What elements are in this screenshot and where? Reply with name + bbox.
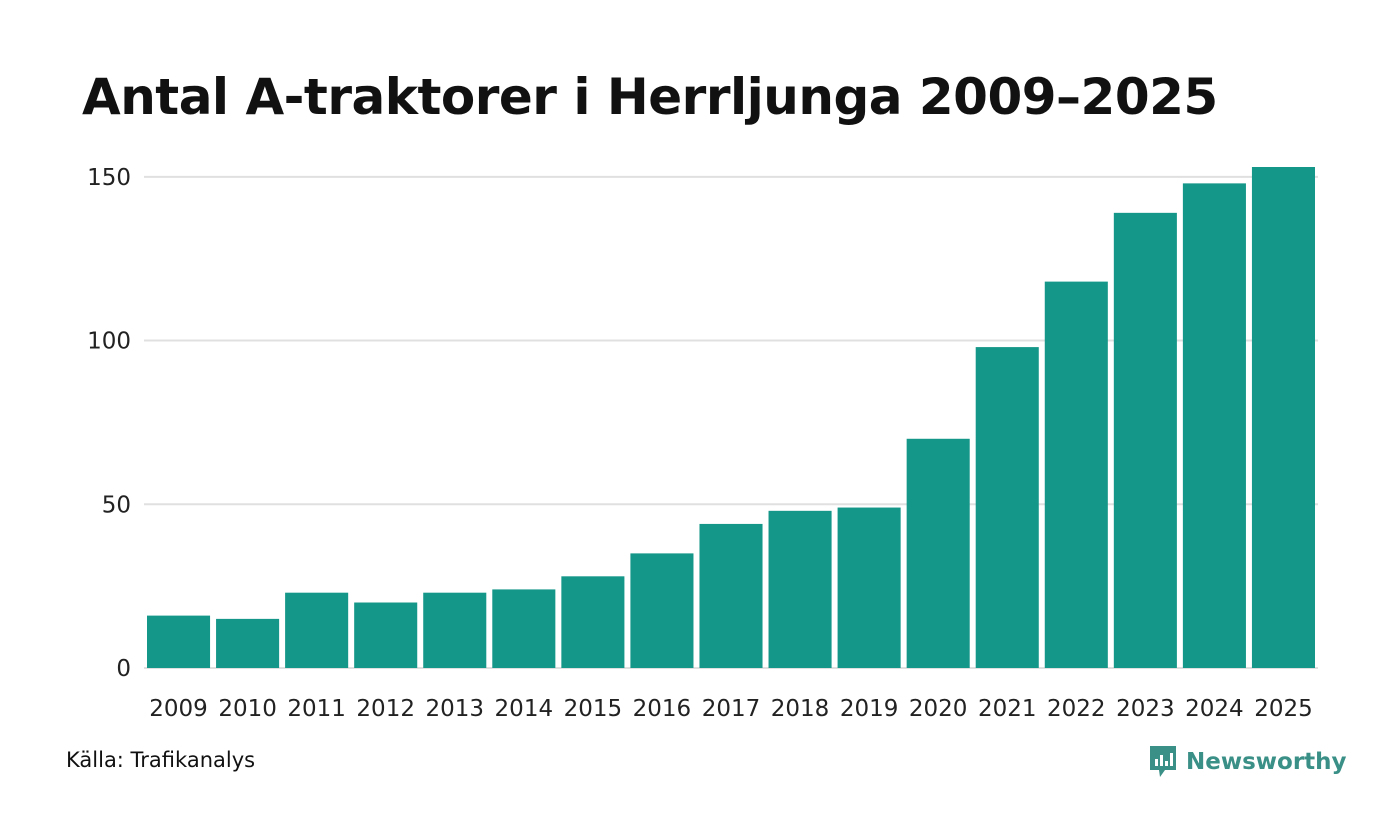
bar-2012 <box>354 602 418 668</box>
bar-2015 <box>561 576 625 668</box>
y-tick-label: 50 <box>102 492 131 518</box>
y-tick-label: 0 <box>116 656 131 682</box>
bar-2025 <box>1251 167 1315 668</box>
logo-text: Newsworthy <box>1186 749 1347 775</box>
bar-2010 <box>216 618 280 668</box>
newsworthy-logo-icon <box>1150 746 1176 777</box>
x-tick-label: 2020 <box>909 696 968 722</box>
x-tick-label: 2024 <box>1185 696 1244 722</box>
bar-2019 <box>837 507 901 668</box>
x-tick-label: 2021 <box>978 696 1037 722</box>
x-tick-label: 2010 <box>218 696 277 722</box>
x-tick-label: 2023 <box>1116 696 1175 722</box>
bar-2021 <box>975 347 1039 668</box>
bar-2013 <box>423 592 487 668</box>
y-tick-label: 100 <box>87 329 131 355</box>
bar-2009 <box>147 615 211 668</box>
bar-2018 <box>768 510 832 668</box>
x-tick-label: 2009 <box>149 696 208 722</box>
x-tick-label: 2022 <box>1047 696 1106 722</box>
x-tick-label: 2025 <box>1254 696 1313 722</box>
chart-title: Antal A-traktorer i Herrljunga 2009–2025 <box>82 68 1218 126</box>
bar-2023 <box>1113 212 1177 668</box>
x-tick-label: 2013 <box>425 696 484 722</box>
x-tick-label: 2011 <box>287 696 346 722</box>
bars <box>147 167 1315 668</box>
x-tick-label: 2018 <box>771 696 830 722</box>
x-tick-label: 2014 <box>495 696 554 722</box>
bar-2017 <box>699 523 763 668</box>
bar-2011 <box>285 592 349 668</box>
bar-2016 <box>630 553 694 668</box>
y-tick-label: 150 <box>87 165 131 191</box>
x-tick-label: 2017 <box>702 696 761 722</box>
source-note: Källa: Trafikanalys <box>66 748 256 772</box>
bar-2022 <box>1044 281 1108 668</box>
x-axis-ticks: 2009 2010 2011 2012 2013 2014 2015 2016 2017 2018… <box>149 696 1312 722</box>
y-axis-ticks: 0 50 100 150 <box>87 165 131 682</box>
bar-2014 <box>492 589 556 668</box>
x-tick-label: 2019 <box>840 696 899 722</box>
x-tick-label: 2015 <box>564 696 623 722</box>
x-tick-label: 2012 <box>356 696 415 722</box>
bar-2020 <box>906 438 970 668</box>
bar-2024 <box>1182 183 1246 668</box>
newsworthy-logo: Newsworthy <box>1148 744 1347 780</box>
x-tick-label: 2016 <box>633 696 692 722</box>
